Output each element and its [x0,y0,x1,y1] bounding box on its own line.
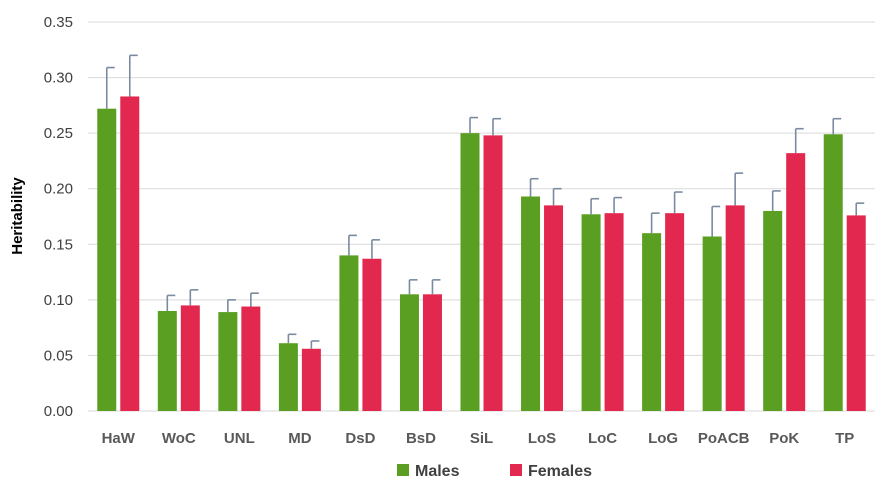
legend-swatch-males [397,464,409,476]
gridlines [88,21,875,412]
y-axis-ticks: 0.00 0.05 0.10 0.15 0.20 0.25 0.30 0.35 [44,14,73,420]
y-tick-label: 0.20 [44,181,73,198]
bar-males-dsd [339,255,359,411]
bar-males-loc [581,214,601,411]
x-category-label: LoG [648,430,678,447]
bar-females-tp [846,215,866,411]
y-tick-label: 0.35 [44,14,73,31]
legend-label-males: Males [415,463,460,480]
x-category-label: WoC [162,430,196,447]
y-tick-label: 0.05 [44,347,73,364]
bar-females-md [301,348,321,411]
bar-females-dsd [362,258,382,411]
bar-females-sil [483,135,503,411]
bar-females-los [544,205,564,411]
bar-males-bsd [399,294,419,411]
x-category-label: TP [835,430,854,447]
bars [97,96,866,412]
x-category-label: HaW [102,430,136,447]
bar-males-md [278,343,298,411]
bar-females-woc [180,305,200,411]
bar-males-unl [218,312,238,411]
y-tick-label: 0.30 [44,70,73,87]
x-category-label: BsD [406,430,436,447]
y-tick-label: 0.25 [44,125,73,142]
x-category-label: UNL [224,430,255,447]
y-tick-label: 0.15 [44,236,73,253]
y-axis-title: Heritability [9,177,26,255]
bar-females-bsd [422,294,442,411]
x-category-label: LoC [588,430,617,447]
bar-males-los [521,196,541,411]
x-category-label: LoS [528,430,556,447]
x-category-label: DsD [345,430,375,447]
x-axis-categories: HaW WoC UNL MD DsD BsD SiL LoS LoC LoG PoACB PoK TP [102,430,855,447]
bar-females-log [665,213,685,411]
x-category-label: PoK [769,430,799,447]
bar-males-pok [763,210,783,411]
y-tick-label: 0.10 [44,292,73,309]
legend-swatch-females [510,464,522,476]
legend: Males Females [397,463,592,480]
bar-females-unl [241,306,261,411]
bar-females-loc [604,213,624,411]
bar-males-haw [97,108,117,411]
x-category-label: SiL [470,430,493,447]
bar-males-tp [823,134,843,412]
bar-males-poacb [702,236,722,411]
bar-males-log [642,233,662,411]
error-bars [105,54,865,349]
x-category-label: MD [288,430,311,447]
legend-label-females: Females [528,463,592,480]
bar-males-woc [157,310,177,411]
bar-males-sil [460,133,480,411]
y-tick-label: 0.00 [44,403,73,420]
x-category-label: PoACB [698,430,750,447]
bar-females-poacb [725,205,745,411]
bar-females-pok [786,153,806,412]
bar-females-haw [120,96,140,412]
